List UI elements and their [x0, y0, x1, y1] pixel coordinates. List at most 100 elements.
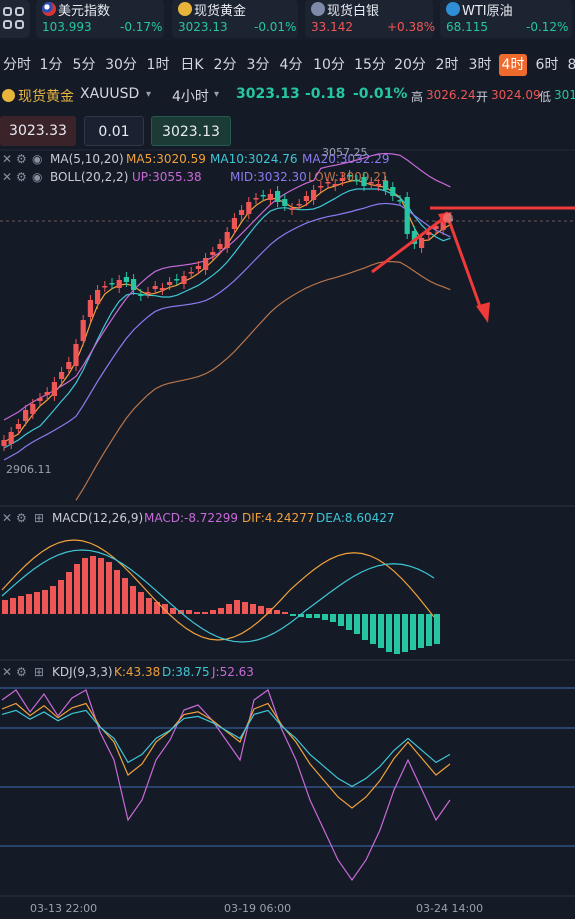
candle [51, 382, 57, 396]
candle [267, 194, 273, 200]
tab-timeframe[interactable]: 5分 [72, 57, 96, 73]
tab-timeframe[interactable]: 30分 [105, 57, 137, 73]
macd-bar [266, 608, 272, 614]
ticker-name: 美元指数 [58, 4, 111, 19]
candle [260, 195, 266, 197]
buy-button[interactable]: 3023.13 [151, 116, 231, 146]
ma-legend: ✕ ⚙ ◉ MA(5,10,20) MA5:3020.59 MA10:3024.… [0, 152, 575, 168]
close-icon[interactable]: ✕ [2, 511, 13, 525]
tab-timeframe[interactable]: 2分 [213, 57, 237, 73]
add-indicator-icon[interactable]: ⊞ [34, 665, 45, 679]
tab-timeframe[interactable]: 15分 [354, 57, 386, 73]
close-icon[interactable]: ✕ [2, 152, 13, 166]
gold-icon [178, 2, 192, 16]
ma-label: MA(5,10,20) [50, 152, 124, 166]
macd-bar [130, 586, 136, 614]
tab-timeframe[interactable]: 2时 [435, 57, 459, 73]
candle [174, 279, 180, 281]
tab-timeframe[interactable]: 4分 [279, 57, 303, 73]
chevron-down-icon[interactable]: ▾ [146, 89, 152, 100]
macd-bar [362, 614, 368, 640]
eye-icon[interactable]: ◉ [32, 170, 43, 184]
tab-timeframe[interactable]: 6时 [535, 57, 559, 73]
macd-bar [322, 614, 328, 620]
settings-icon[interactable]: ⚙ [16, 665, 27, 679]
tab-timeframe[interactable]: 20分 [394, 57, 426, 73]
candle [109, 283, 115, 285]
macd-bar [426, 614, 432, 646]
macd-bar [122, 578, 128, 614]
period-selector[interactable]: 4小时 [172, 89, 209, 105]
macd-bar [282, 612, 288, 614]
ticker-name: 现货白银 [327, 4, 380, 19]
macd-bar [298, 614, 304, 617]
candle [195, 266, 201, 269]
sell-button[interactable]: 3023.33 [0, 116, 76, 146]
tab-timeframe[interactable]: 3分 [246, 57, 270, 73]
settings-icon[interactable]: ⚙ [16, 170, 27, 184]
macd-bar [74, 564, 80, 614]
candle [246, 202, 252, 214]
candle [44, 392, 50, 395]
close-icon[interactable]: ✕ [2, 665, 13, 679]
add-indicator-icon[interactable]: ⊞ [34, 511, 45, 525]
time-axis-label: 03-24 14:00 [416, 902, 483, 915]
macd-bar [138, 592, 144, 614]
candle [80, 320, 86, 341]
tab-timeframe[interactable]: 8 [567, 57, 575, 73]
tab-timeframe[interactable]: 10分 [313, 57, 345, 73]
candle [167, 282, 173, 285]
macd-bar [394, 614, 400, 654]
dif-value: DIF:4.24277 [242, 511, 315, 525]
macd-bar [274, 610, 280, 614]
tab-timeframe[interactable]: 日K [180, 57, 204, 73]
candle [419, 238, 425, 248]
macd-bar [242, 602, 248, 614]
ma5-value: MA5:3020.59 [126, 152, 206, 166]
tab-timeframe-active[interactable]: 4时 [499, 54, 527, 76]
time-axis-label: 03-19 06:00 [224, 902, 291, 915]
tab-timeframe[interactable]: 1时 [146, 57, 170, 73]
symbol-name[interactable]: 现货黄金 [18, 89, 74, 105]
macd-bar [234, 600, 240, 614]
eye-icon[interactable]: ◉ [32, 152, 43, 166]
ticker-card-usd-index[interactable]: 美元指数 103.993 -0.17% [36, 0, 164, 38]
chevron-down-icon[interactable]: ▾ [214, 89, 220, 100]
candle [23, 410, 29, 421]
candle [138, 294, 144, 296]
candle [30, 404, 36, 414]
d-line [1, 709, 451, 788]
ticker-card-silver[interactable]: 现货白银 33.142 +0.38% [305, 0, 436, 38]
settings-icon[interactable]: ⚙ [16, 511, 27, 525]
oil-icon [446, 2, 460, 16]
ticker-change: -0.17% [120, 20, 163, 34]
candle [239, 210, 245, 215]
macd-value: MACD:-8.72299 [144, 511, 238, 525]
ticker-change: +0.38% [387, 20, 436, 34]
price-change: -0.18 [305, 86, 346, 102]
macd-bar [106, 562, 112, 614]
candle [275, 191, 281, 202]
macd-bar [410, 614, 416, 650]
low-annotation: 2906.11 [6, 463, 52, 476]
candle [433, 226, 439, 229]
tab-timeframe[interactable]: 3时 [468, 57, 492, 73]
app-menu-icon[interactable] [0, 0, 30, 38]
candle [210, 252, 216, 255]
settings-icon[interactable]: ⚙ [16, 152, 27, 166]
tab-timeframe[interactable]: 分时 [3, 57, 31, 73]
symbol-code[interactable]: XAUUSD [80, 86, 140, 102]
ticker-change: -0.12% [526, 20, 569, 34]
kdj-label: KDJ(9,3,3) [52, 665, 113, 679]
candle [224, 232, 230, 248]
macd-bar [290, 614, 296, 616]
tab-timeframe[interactable]: 1分 [39, 57, 63, 73]
lot-size-input[interactable]: 0.01 [84, 116, 144, 146]
candle [404, 197, 410, 234]
candle [145, 292, 151, 294]
ticker-card-wti[interactable]: WTI原油 68.115 -0.12% [440, 0, 572, 38]
ma20-line [3, 202, 451, 461]
close-icon[interactable]: ✕ [2, 170, 13, 184]
time-axis-label: 03-13 22:00 [30, 902, 97, 915]
ticker-card-gold[interactable]: 现货黄金 3023.13 -0.01% [172, 0, 298, 38]
